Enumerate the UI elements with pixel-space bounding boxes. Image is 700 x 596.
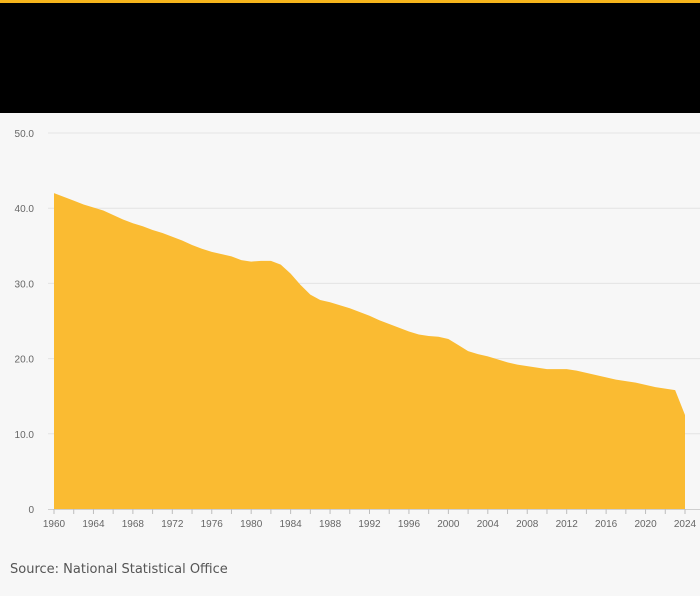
header-band xyxy=(0,3,700,113)
x-tick-label: 1964 xyxy=(82,519,105,530)
x-tick-label: 2008 xyxy=(516,519,539,530)
x-tick-label: 1976 xyxy=(201,519,224,530)
area-layer xyxy=(54,193,685,509)
x-tick-label: 1984 xyxy=(280,519,303,530)
y-tick-label: 0 xyxy=(28,505,34,516)
x-tick-label: 1980 xyxy=(240,519,263,530)
y-tick-label: 20.0 xyxy=(15,355,35,366)
y-tick-label: 30.0 xyxy=(15,279,35,290)
x-tick-label: 2016 xyxy=(595,519,618,530)
x-tick-label: 1992 xyxy=(358,519,381,530)
x-tick-label: 1960 xyxy=(43,519,66,530)
x-tick-label: 2012 xyxy=(556,519,579,530)
y-tick-label: 50.0 xyxy=(15,129,35,140)
x-tick-label: 1996 xyxy=(398,519,421,530)
source-note: Source: National Statistical Office xyxy=(10,562,228,577)
x-tick-label: 1988 xyxy=(319,519,342,530)
y-tick-label: 40.0 xyxy=(15,204,35,215)
x-tick-label: 2000 xyxy=(437,519,460,530)
area-chart: 0 10.0 20.0 30.0 40.0 50.0 1960 1964 1968 1972 197… xyxy=(15,129,700,530)
x-tick-label: 2024 xyxy=(674,519,697,530)
axis-layer: 0 10.0 20.0 30.0 40.0 50.0 1960 1964 1968 1972 197… xyxy=(15,129,700,530)
x-tick-label: 2020 xyxy=(634,519,657,530)
x-tick-label: 1968 xyxy=(122,519,145,530)
top-accent-bar xyxy=(0,0,700,3)
x-tick-label: 2004 xyxy=(477,519,500,530)
x-tick-label: 1972 xyxy=(161,519,184,530)
y-tick-label: 10.0 xyxy=(15,430,35,441)
chart-area: 0 10.0 20.0 30.0 40.0 50.0 1960 1964 1968 1972 197… xyxy=(0,113,700,553)
series-area xyxy=(54,193,685,509)
